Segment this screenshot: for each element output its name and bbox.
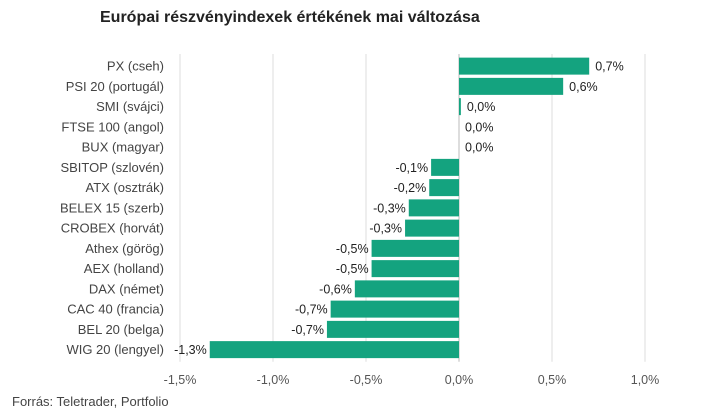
x-tick-label: 0,5% bbox=[538, 373, 567, 387]
bar bbox=[408, 199, 459, 217]
bar bbox=[431, 158, 459, 176]
bar bbox=[459, 77, 564, 95]
bar bbox=[326, 320, 459, 338]
value-label: 0,0% bbox=[467, 100, 496, 114]
category-label: CAC 40 (francia) bbox=[67, 302, 164, 317]
bar bbox=[371, 260, 459, 278]
bar bbox=[330, 300, 459, 318]
bar bbox=[459, 98, 461, 116]
bar bbox=[429, 179, 459, 197]
x-axis-tick-labels: -1,5% -1,0% -0,5% 0,0% 0,5% 1,0% bbox=[164, 373, 660, 387]
category-label: SBITOP (szlovén) bbox=[60, 160, 164, 175]
bar bbox=[354, 280, 459, 298]
category-labels: PX (cseh) PSI 20 (portugál) SMI (svájci) FT… bbox=[60, 59, 164, 358]
value-label: -0,5% bbox=[336, 262, 369, 276]
value-labels: 0,7% 0,6% 0,0% 0,0% 0,0% -0,1% -0,2% -0,3% -0,3%… bbox=[174, 60, 624, 358]
value-label: -0,7% bbox=[291, 323, 324, 337]
category-label: WIG 20 (lengyel) bbox=[66, 342, 164, 357]
category-label: CROBEX (horvát) bbox=[61, 221, 164, 236]
x-tick-label: -0,5% bbox=[350, 373, 383, 387]
category-label: BUX (magyar) bbox=[82, 140, 164, 155]
value-label: 0,7% bbox=[595, 60, 624, 74]
category-label: SMI (svájci) bbox=[96, 99, 164, 114]
category-label: BELEX 15 (szerb) bbox=[60, 200, 164, 215]
value-label: 0,0% bbox=[465, 141, 494, 155]
value-label: -0,2% bbox=[394, 181, 427, 195]
x-tick-label: 1,0% bbox=[631, 373, 660, 387]
category-label: Athex (görög) bbox=[85, 241, 164, 256]
source-note: Forrás: Teletrader, Portfolio bbox=[12, 394, 169, 409]
category-label: PSI 20 (portugál) bbox=[66, 79, 164, 94]
bar bbox=[371, 239, 459, 257]
x-tick-label: -1,0% bbox=[257, 373, 290, 387]
value-label: -0,5% bbox=[336, 242, 369, 256]
category-label: DAX (német) bbox=[89, 281, 164, 296]
x-tick-label: -1,5% bbox=[164, 373, 197, 387]
bar bbox=[209, 341, 459, 359]
value-label: -0,3% bbox=[369, 222, 402, 236]
category-label: ATX (osztrák) bbox=[86, 180, 165, 195]
value-label: 0,0% bbox=[465, 120, 494, 134]
bars bbox=[209, 57, 590, 359]
value-label: -1,3% bbox=[174, 343, 207, 357]
bar bbox=[459, 57, 590, 75]
value-label: 0,6% bbox=[569, 80, 598, 94]
category-label: FTSE 100 (angol) bbox=[61, 119, 164, 134]
category-label: BEL 20 (belga) bbox=[78, 322, 164, 337]
value-label: -0,6% bbox=[319, 282, 352, 296]
chart-title: Európai részvényindexek értékének mai vá… bbox=[100, 9, 480, 26]
value-label: -0,7% bbox=[295, 303, 328, 317]
bar bbox=[405, 219, 459, 237]
x-tick-label: 0,0% bbox=[445, 373, 474, 387]
value-label: -0,1% bbox=[395, 161, 428, 175]
value-label: -0,3% bbox=[373, 201, 406, 215]
category-label: AEX (holland) bbox=[84, 261, 164, 276]
category-label: PX (cseh) bbox=[107, 59, 164, 74]
